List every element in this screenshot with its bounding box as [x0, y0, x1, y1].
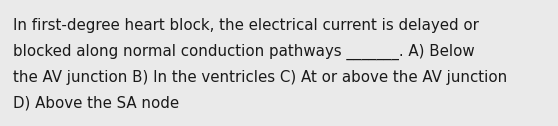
- Text: blocked along normal conduction pathways _______. A) Below: blocked along normal conduction pathways…: [13, 44, 475, 60]
- Text: the AV junction B) In the ventricles C) At or above the AV junction: the AV junction B) In the ventricles C) …: [13, 70, 507, 85]
- Text: D) Above the SA node: D) Above the SA node: [13, 96, 179, 111]
- Text: In first-degree heart block, the electrical current is delayed or: In first-degree heart block, the electri…: [13, 18, 479, 33]
